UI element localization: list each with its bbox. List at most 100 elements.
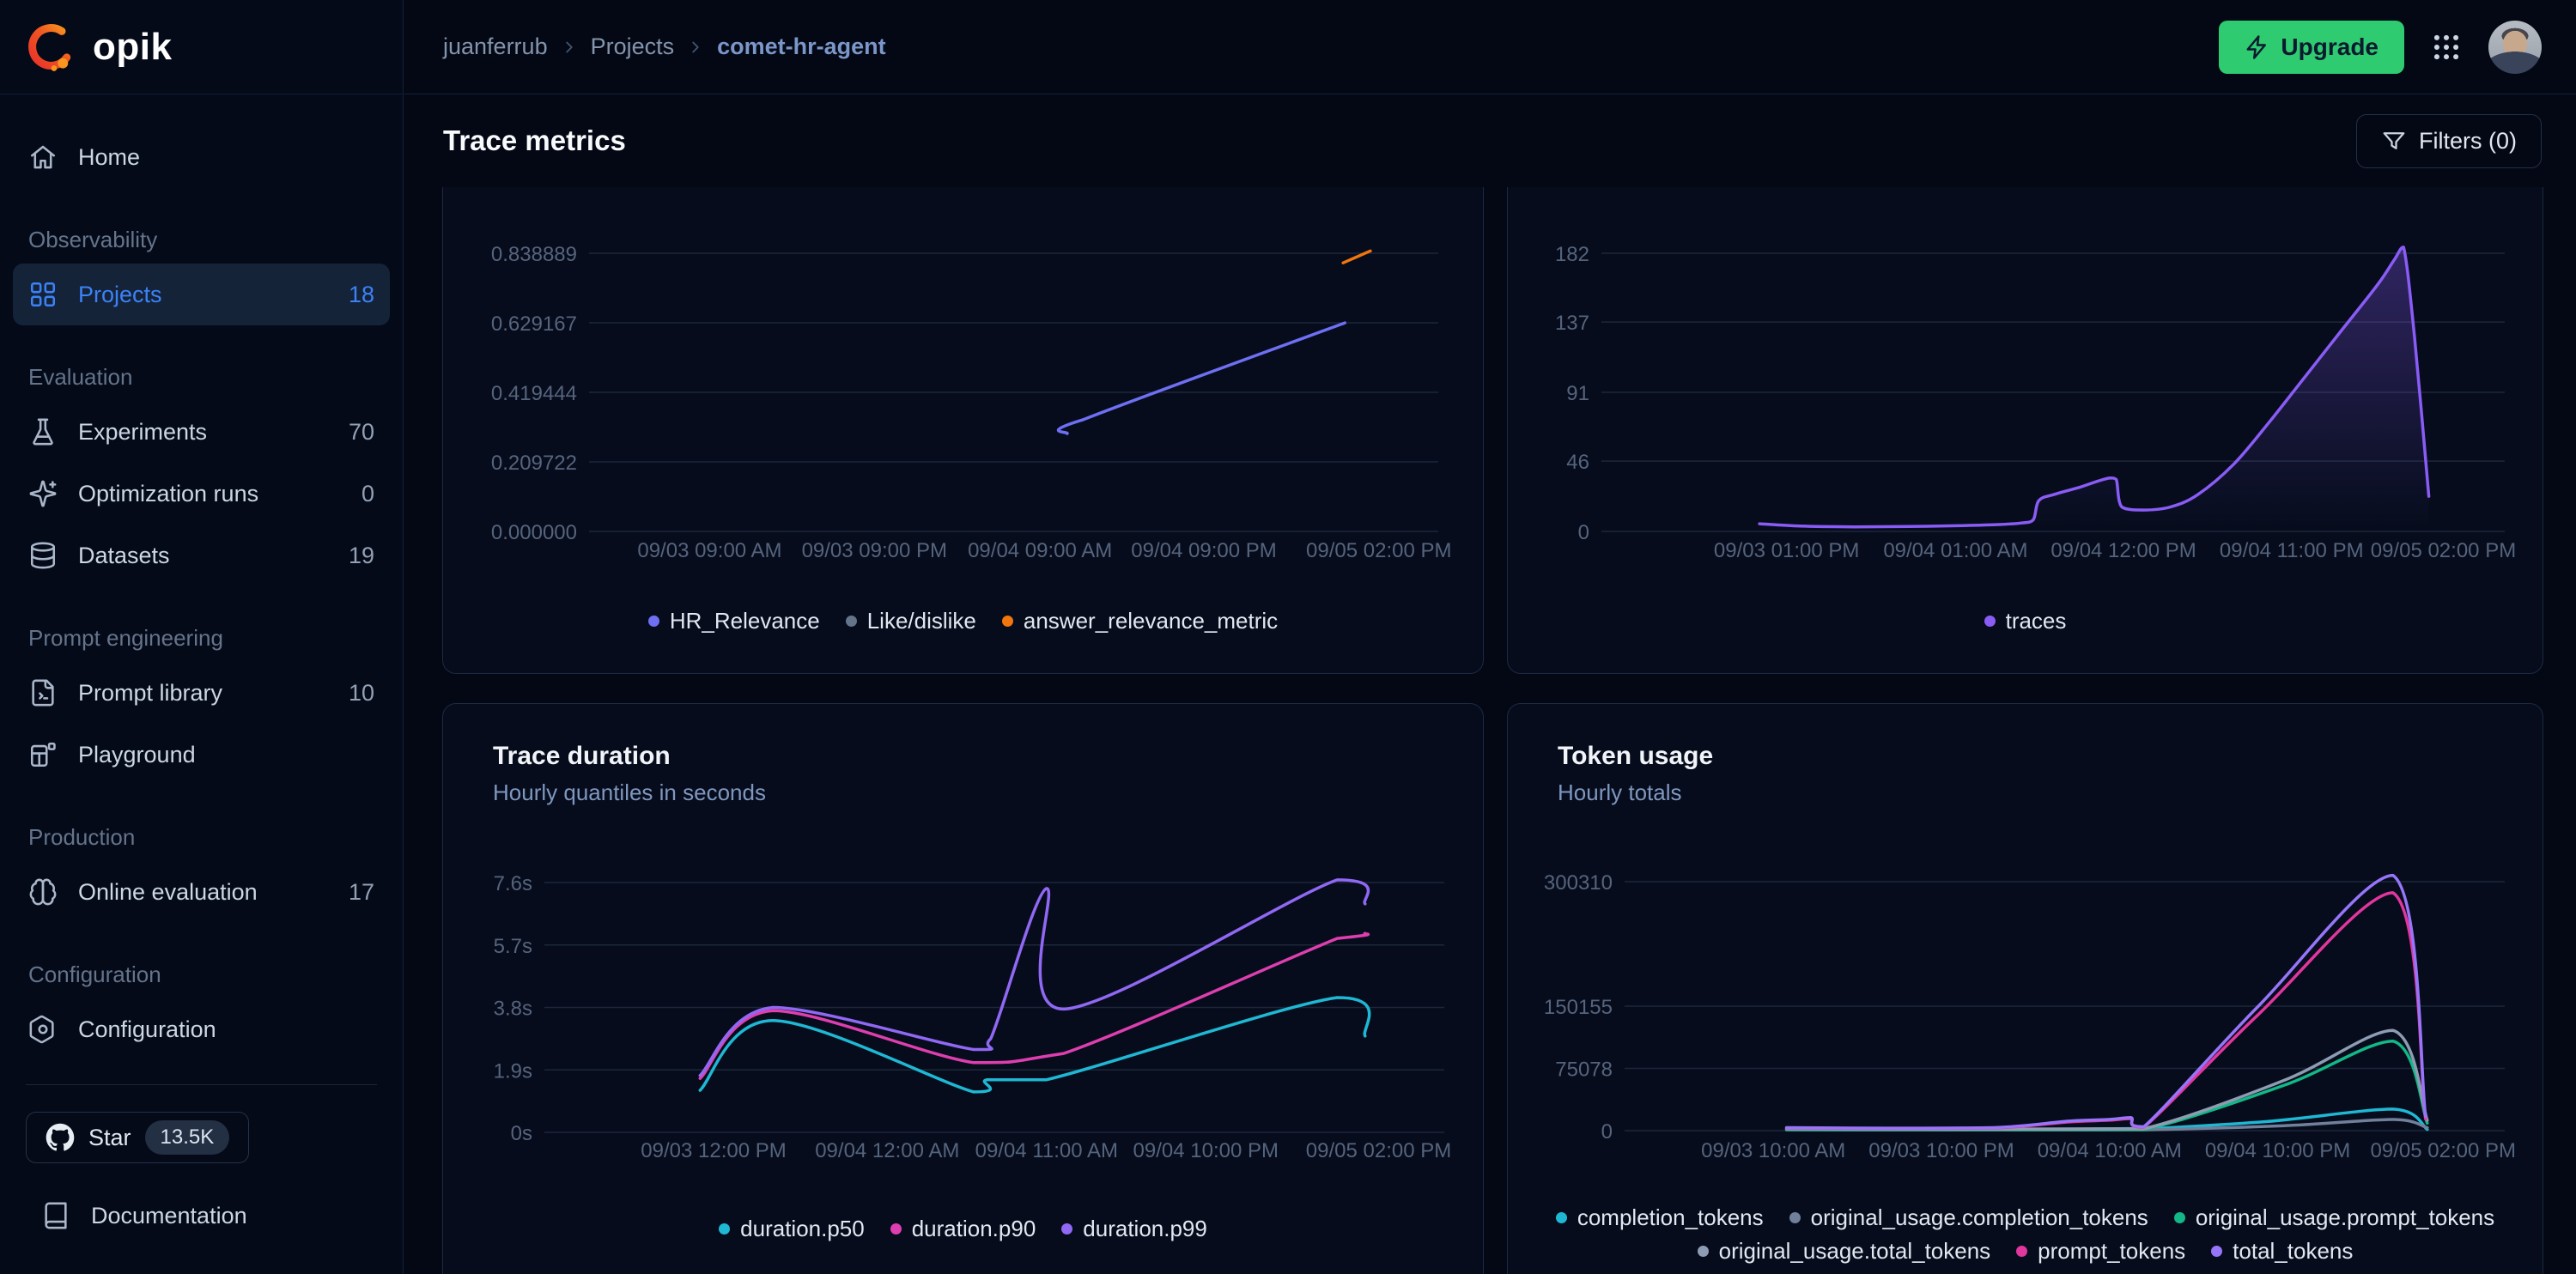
- metrics-chart-card: 0.838889 0.629167 0.419444 0.209722 0.000000…: [442, 187, 1484, 674]
- sparkle-icon: [28, 479, 58, 508]
- legend-item: completion_tokens: [1555, 1204, 1764, 1231]
- legend-label: traces: [2005, 608, 2067, 634]
- svg-text:09/04 12:00 PM: 09/04 12:00 PM: [2050, 539, 2196, 562]
- sidebar-item-datasets[interactable]: Datasets 19: [13, 525, 390, 586]
- playground-icon: [28, 740, 58, 769]
- svg-text:09/05 02:00 PM: 09/05 02:00 PM: [2371, 539, 2516, 562]
- filters-button[interactable]: Filters (0): [2356, 113, 2542, 168]
- sidebar-item-label: Playground: [78, 741, 196, 767]
- legend-item: total_tokens: [2211, 1238, 2353, 1265]
- legend-label: duration.p50: [740, 1216, 865, 1241]
- svg-text:3.8s: 3.8s: [494, 998, 532, 1021]
- legend-dot-icon: [647, 616, 659, 627]
- sidebar-item-home[interactable]: Home: [13, 126, 390, 188]
- logo[interactable]: opik: [0, 0, 403, 94]
- sidebar-item-prompt-library[interactable]: Prompt library 10: [13, 662, 390, 724]
- logo-text: opik: [93, 25, 173, 68]
- legend-dot-icon: [1061, 1223, 1073, 1235]
- apps-grid-icon[interactable]: [2430, 31, 2463, 64]
- token-usage-chart: 300310 150155 75078 0 09/03 10:00 AM 09/03 10…: [1544, 871, 2516, 1162]
- svg-text:09/04 11:00 AM: 09/04 11:00 AM: [975, 1139, 1118, 1162]
- star-label: Star: [88, 1124, 131, 1150]
- trace-duration-subtitle: Hourly quantiles in seconds: [493, 780, 766, 805]
- svg-text:09/03 09:00 AM: 09/03 09:00 AM: [637, 539, 781, 562]
- trace-duration-legend: duration.p50 duration.p90 duration.p99: [465, 1216, 1461, 1242]
- svg-text:09/04 01:00 AM: 09/04 01:00 AM: [1883, 539, 2027, 562]
- brain-icon: [28, 877, 58, 907]
- home-icon: [28, 143, 58, 172]
- legend-label: original_usage.prompt_tokens: [2195, 1204, 2495, 1230]
- github-star-button[interactable]: Star 13.5K: [26, 1112, 250, 1163]
- legend-label: Like/dislike: [866, 608, 976, 634]
- legend-label: completion_tokens: [1577, 1204, 1764, 1230]
- nav-section-production: Production: [28, 823, 136, 850]
- svg-text:09/03 12:00 PM: 09/03 12:00 PM: [641, 1139, 786, 1162]
- sidebar-item-projects[interactable]: Projects 18: [13, 264, 390, 325]
- nav-section-evaluation: Evaluation: [28, 363, 133, 390]
- svg-text:09/04 10:00 PM: 09/04 10:00 PM: [2205, 1139, 2350, 1162]
- svg-text:09/05 02:00 PM: 09/05 02:00 PM: [1306, 1139, 1451, 1162]
- svg-text:137: 137: [1555, 312, 1589, 335]
- legend-dot-icon: [719, 1223, 731, 1235]
- traces-chart-card: 182 137 91 46 0 09/03 01:00 PM 09/04 01:00 AM 0…: [1507, 187, 2543, 674]
- legend-label: duration.p99: [1083, 1216, 1207, 1241]
- filters-label: Filters (0): [2419, 127, 2517, 154]
- nav-section-configuration: Configuration: [28, 961, 161, 987]
- sidebar-item-online-evaluation[interactable]: Online evaluation 17: [13, 861, 390, 923]
- metrics-chart-legend: HR_Relevance Like/dislike answer_relevance…: [465, 608, 1461, 634]
- sidebar-item-label: Projects: [78, 281, 162, 307]
- legend-item: original_usage.completion_tokens: [1789, 1204, 2148, 1231]
- svg-text:0: 0: [1601, 1120, 1613, 1144]
- sidebar-item-label: Prompt library: [78, 679, 223, 706]
- breadcrumb-projects[interactable]: Projects: [590, 33, 675, 59]
- sidebar: opik Home Observability Projects 18 Evaluati…: [0, 0, 404, 1274]
- sidebar-item-label: Configuration: [78, 1016, 216, 1042]
- legend-item: duration.p50: [719, 1216, 865, 1242]
- breadcrumb-workspace[interactable]: juanferrub: [443, 33, 548, 59]
- lightning-icon: [2246, 34, 2267, 59]
- svg-text:1.9s: 1.9s: [494, 1059, 532, 1083]
- page-title: Trace metrics: [443, 124, 626, 156]
- legend-dot-icon: [1789, 1212, 1801, 1223]
- svg-text:09/03 10:00 PM: 09/03 10:00 PM: [1868, 1139, 2014, 1162]
- legend-item: duration.p90: [890, 1216, 1036, 1242]
- legend-item: duration.p99: [1061, 1216, 1207, 1242]
- trace-duration-card: Trace duration Hourly quantiles in secon…: [442, 703, 1484, 1274]
- sidebar-item-playground[interactable]: Playground: [13, 724, 390, 786]
- legend-item: original_usage.prompt_tokens: [2173, 1204, 2495, 1231]
- svg-text:0.419444: 0.419444: [491, 382, 577, 405]
- legend-label: original_usage.total_tokens: [1718, 1238, 1991, 1264]
- sidebar-item-configuration[interactable]: Configuration: [13, 998, 390, 1060]
- sidebar-item-experiments[interactable]: Experiments 70: [13, 401, 390, 463]
- file-code-icon: [28, 678, 58, 707]
- sidebar-item-label: Experiments: [78, 418, 208, 445]
- settings-hex-icon: [28, 1015, 58, 1044]
- avatar[interactable]: [2488, 20, 2542, 74]
- legend-dot-icon: [1697, 1246, 1709, 1257]
- sidebar-item-count: 18: [348, 281, 374, 307]
- sidebar-item-label: Home: [78, 143, 141, 170]
- legend-dot-icon: [845, 616, 857, 627]
- svg-text:09/04 09:00 PM: 09/04 09:00 PM: [1131, 539, 1276, 562]
- traces-chart: 182 137 91 46 0 09/03 01:00 PM 09/04 01:00 AM 0…: [1555, 243, 2516, 562]
- flask-icon: [28, 417, 58, 446]
- legend-label: duration.p90: [911, 1216, 1036, 1241]
- token-usage-card: Token usage Hourly totals 300310 150155 75…: [1507, 703, 2543, 1274]
- svg-text:09/03 01:00 PM: 09/03 01:00 PM: [1714, 539, 1859, 562]
- legend-label: prompt_tokens: [2038, 1238, 2186, 1264]
- svg-text:0.000000: 0.000000: [491, 521, 577, 544]
- svg-text:0.209722: 0.209722: [491, 452, 577, 475]
- upgrade-button[interactable]: Upgrade: [2219, 20, 2404, 74]
- sidebar-divider: [26, 1084, 377, 1085]
- sidebar-item-optimization-runs[interactable]: Optimization runs 0: [13, 463, 390, 525]
- legend-dot-icon: [890, 1223, 902, 1235]
- svg-text:46: 46: [1566, 451, 1589, 474]
- sidebar-item-label: Online evaluation: [78, 878, 258, 905]
- legend-label: total_tokens: [2233, 1238, 2354, 1264]
- sidebar-item-count: 70: [348, 418, 374, 445]
- breadcrumb-current-project[interactable]: comet-hr-agent: [717, 33, 886, 59]
- sidebar-item-documentation[interactable]: Documentation: [26, 1186, 377, 1245]
- svg-text:09/03 09:00 PM: 09/03 09:00 PM: [802, 539, 947, 562]
- filter-funnel-icon: [2383, 132, 2405, 149]
- svg-text:09/05 02:00 PM: 09/05 02:00 PM: [1306, 539, 1451, 562]
